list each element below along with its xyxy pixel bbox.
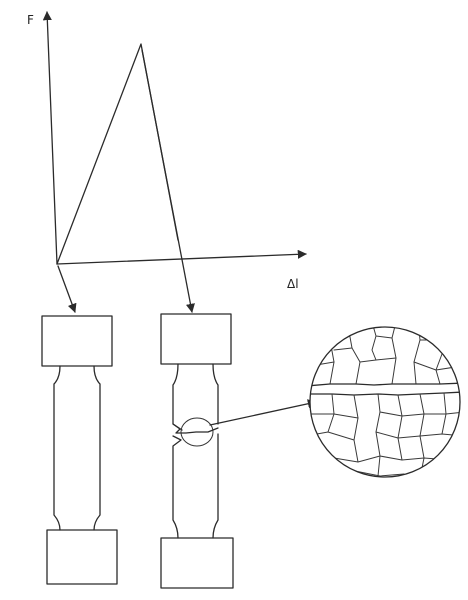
- fracture-crack: [172, 423, 219, 434]
- y-axis: [42, 11, 58, 265]
- intact-specimen-gauge: [53, 365, 101, 531]
- load-curve: [56, 43, 179, 265]
- fractured-specimen-lower-gauge: [172, 433, 219, 539]
- intact-specimen-bottom-grip: [46, 529, 118, 585]
- intact-specimen: [41, 315, 118, 585]
- intact-specimen-top-grip: [41, 315, 113, 367]
- y-axis-label: F: [27, 13, 34, 27]
- fractured-specimen-bottom-grip: [160, 537, 234, 589]
- arrow-to-fractured-specimen: [141, 49, 195, 313]
- arrow-to-magnified-view: [209, 399, 317, 426]
- x-axis-label: Δl: [287, 277, 299, 291]
- fractured-specimen-upper-gauge: [172, 363, 219, 431]
- force-elongation-graph: F Δl: [27, 11, 307, 291]
- magnified-view-outline: [309, 326, 461, 478]
- arrow-to-intact-specimen: [57, 265, 77, 313]
- fractured-specimen: [160, 313, 234, 589]
- magnified-grain-structure: [309, 326, 461, 478]
- crack-lower-edge: [310, 391, 460, 396]
- fracture-zoom-circle: [180, 417, 214, 447]
- crack-upper-edge: [310, 382, 460, 387]
- fractured-specimen-top-grip: [160, 313, 232, 365]
